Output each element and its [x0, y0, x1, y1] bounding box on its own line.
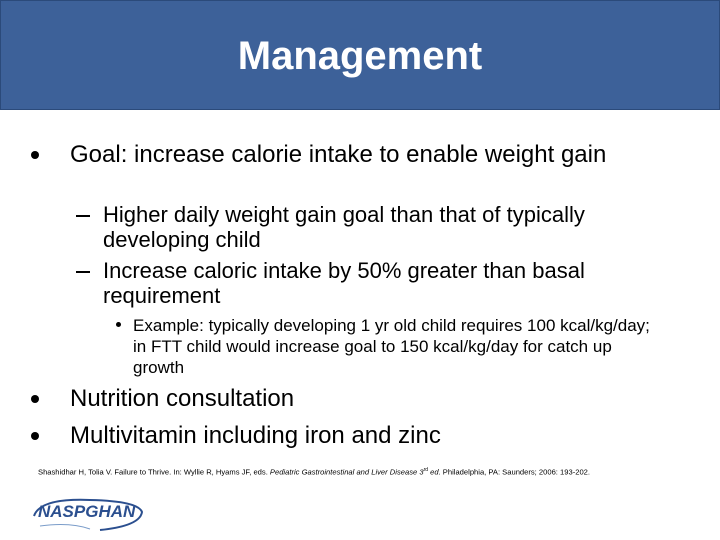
dash	[76, 215, 90, 217]
citation-title: ed.	[428, 467, 441, 477]
header-bar	[0, 0, 720, 110]
logo-swoosh	[33, 498, 144, 531]
citation-sup: rd	[423, 467, 429, 473]
logo: NASPGHAN	[30, 496, 145, 534]
citation-title: Pediatric Gastrointestinal and Liver Dis…	[269, 467, 424, 477]
sub-bullet-text: Higher daily weight gain goal than that …	[103, 202, 585, 252]
slide-title: Management	[237, 34, 483, 78]
bullet	[116, 322, 121, 327]
dash	[76, 271, 90, 273]
bullet-text: Goal: increase calorie intake to enable …	[70, 141, 607, 168]
bullet-text: Nutrition consultation	[70, 385, 295, 412]
logo-text: NASPGHAN	[38, 502, 136, 521]
sub-bullet-text: Increase caloric intake by 50% greater t…	[103, 258, 585, 308]
bullet	[31, 432, 39, 440]
citation-text: Shashidhar H, Tolia V. Failure to Thrive…	[38, 467, 270, 477]
bullet	[31, 395, 39, 403]
bullet-text: Multivitamin including iron and zinc	[70, 422, 441, 449]
bullet	[31, 151, 39, 159]
citation-text: Philadelphia, PA: Saunders; 2006: 193-20…	[440, 467, 590, 477]
citation: Shashidhar H, Tolia V. Failure to Thrive…	[38, 467, 590, 477]
sub-sub-bullet-text: Example: typically developing 1 yr old c…	[133, 316, 650, 377]
